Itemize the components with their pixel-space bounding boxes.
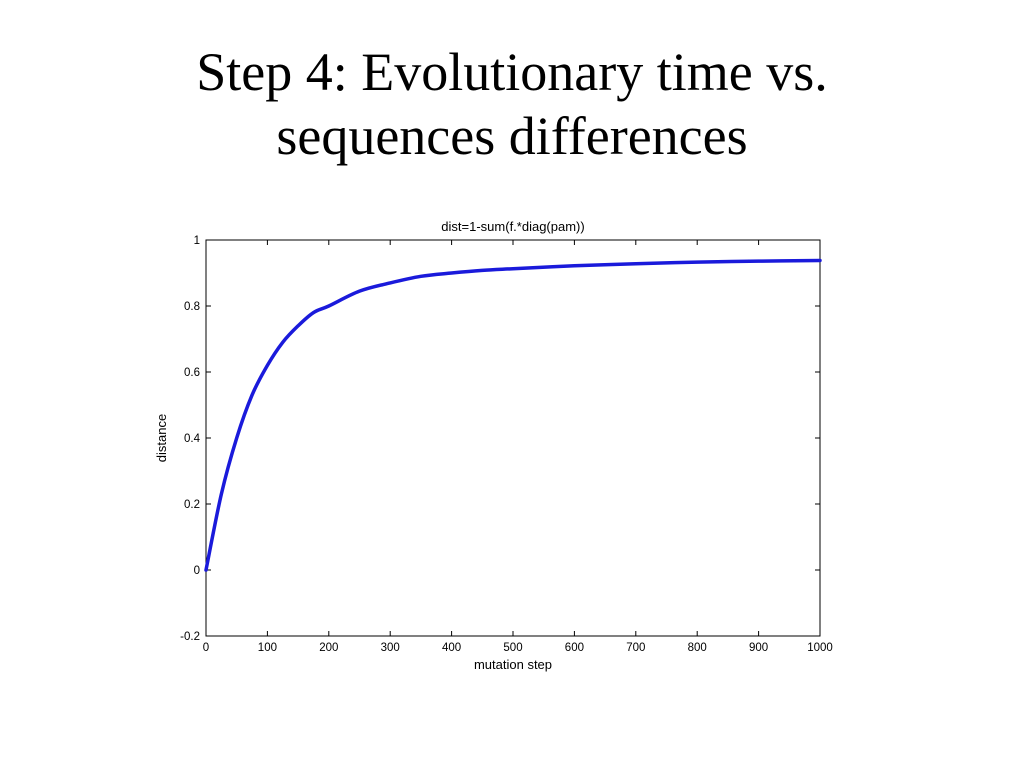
y-tick-label: 0.8: [184, 301, 200, 313]
axis-ticks: [205, 239, 821, 637]
y-tick-label: 1: [194, 235, 200, 247]
x-tick-label: 800: [688, 642, 707, 654]
x-tick-label: 700: [626, 642, 645, 654]
y-tick-label: 0.4: [184, 433, 201, 445]
x-tick-label: 900: [749, 642, 768, 654]
y-tick-label: 0: [194, 565, 200, 577]
series-line: [204, 258, 822, 572]
axis-tick-labels: 0 100 200 300 400 500 600 700 800 900 1000-0.200.2…: [180, 235, 833, 654]
x-tick-label: 600: [565, 642, 584, 654]
x-axis-label: mutation step: [474, 657, 552, 672]
slide-title: Step 4: Evolutionary time vs. sequences …: [0, 40, 1024, 168]
slide-title-line-1: Step 4: Evolutionary time vs.: [196, 42, 828, 102]
x-tick-label: 100: [258, 642, 277, 654]
x-tick-label: 300: [381, 642, 400, 654]
x-tick-label: 0: [203, 642, 209, 654]
x-tick-label: 400: [442, 642, 461, 654]
y-tick-label: 0.2: [184, 499, 200, 511]
plot-area: [205, 239, 821, 637]
x-tick-label: 1000: [807, 642, 833, 654]
y-axis-label: distance: [154, 414, 169, 462]
x-tick-label: 200: [319, 642, 338, 654]
x-tick-label: 500: [503, 642, 522, 654]
chart-title: dist=1-sum(f.*diag(pam)): [441, 219, 584, 234]
y-tick-label: 0.6: [184, 367, 200, 379]
y-tick-label: -0.2: [180, 631, 200, 643]
slide-title-line-2: sequences differences: [276, 106, 748, 166]
